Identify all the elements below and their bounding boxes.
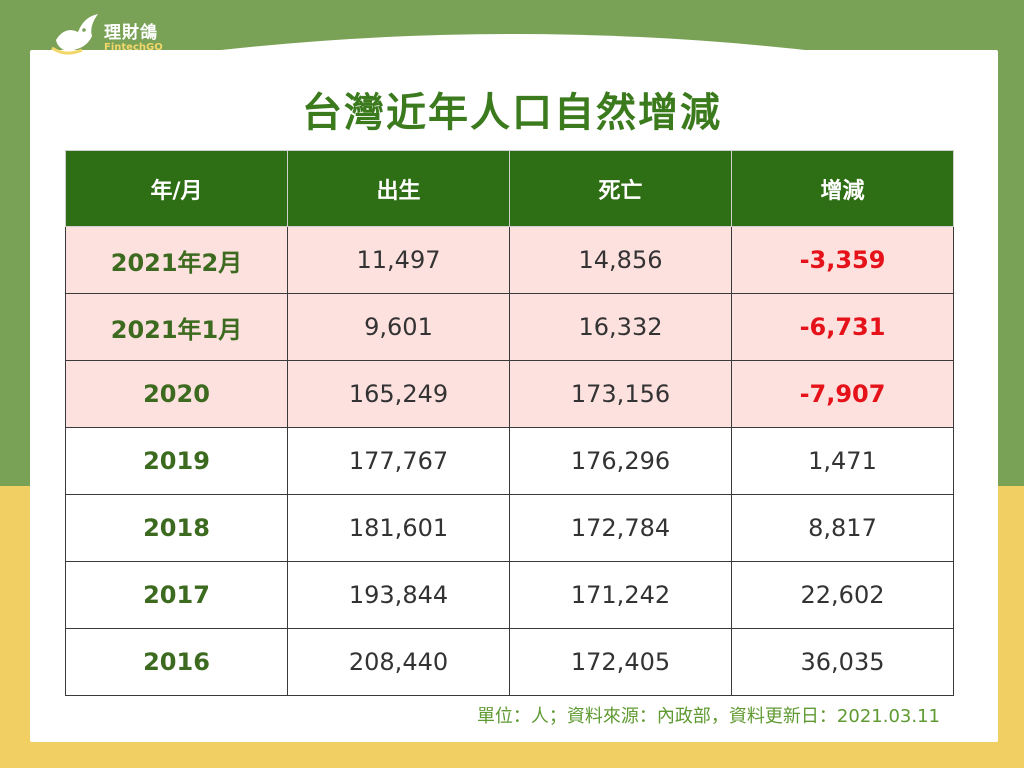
brand-subtitle: FintechGO xyxy=(104,42,163,53)
table-row: 2017 193,844 171,242 22,602 xyxy=(65,561,954,629)
cell-deaths: 16,332 xyxy=(509,293,732,361)
cell-deaths: 173,156 xyxy=(509,360,732,428)
header-births: 出生 xyxy=(287,150,510,227)
cell-change: -6,731 xyxy=(731,293,954,361)
cell-births: 193,844 xyxy=(287,561,510,629)
cell-change: 36,035 xyxy=(731,628,954,696)
population-table: 年/月 出生 死亡 增減 2021年2月 11,497 14,856 -3,359 20… xyxy=(65,150,954,696)
cell-change: 1,471 xyxy=(731,427,954,495)
cell-period: 2021年1月 xyxy=(65,293,288,361)
source-footnote: 單位：人；資料來源：內政部，資料更新日：2021.03.11 xyxy=(476,706,940,727)
cell-births: 177,767 xyxy=(287,427,510,495)
cell-deaths: 172,784 xyxy=(509,494,732,562)
cell-births: 165,249 xyxy=(287,360,510,428)
cell-deaths: 172,405 xyxy=(509,628,732,696)
table-row: 2018 181,601 172,784 8,817 xyxy=(65,494,954,562)
cell-period: 2016 xyxy=(65,628,288,696)
brand-logo: 理財鴿 FintechGO xyxy=(48,10,178,60)
table-row: 2019 177,767 176,296 1,471 xyxy=(65,427,954,495)
cell-births: 9,601 xyxy=(287,293,510,361)
cell-period: 2019 xyxy=(65,427,288,495)
cell-deaths: 171,242 xyxy=(509,561,732,629)
dove-icon xyxy=(51,14,98,55)
cell-change: -7,907 xyxy=(731,360,954,428)
cell-change: 22,602 xyxy=(731,561,954,629)
cell-period: 2017 xyxy=(65,561,288,629)
card-top-arch xyxy=(30,34,998,120)
cell-period: 2018 xyxy=(65,494,288,562)
table-row: 2020 165,249 173,156 -7,907 xyxy=(65,360,954,428)
cell-period: 2021年2月 xyxy=(65,226,288,294)
cell-change: -3,359 xyxy=(731,226,954,294)
cell-deaths: 14,856 xyxy=(509,226,732,294)
table-row: 2016 208,440 172,405 36,035 xyxy=(65,628,954,696)
table-body: 2021年2月 11,497 14,856 -3,359 2021年1月 9,601 16,… xyxy=(65,226,954,696)
table-row: 2021年2月 11,497 14,856 -3,359 xyxy=(65,226,954,294)
table-header-row: 年/月 出生 死亡 增減 xyxy=(65,150,954,227)
table-row: 2021年1月 9,601 16,332 -6,731 xyxy=(65,293,954,361)
cell-deaths: 176,296 xyxy=(509,427,732,495)
cell-births: 208,440 xyxy=(287,628,510,696)
cell-births: 181,601 xyxy=(287,494,510,562)
header-change: 增減 xyxy=(731,150,954,227)
cell-period: 2020 xyxy=(65,360,288,428)
cell-births: 11,497 xyxy=(287,226,510,294)
page-title: 台灣近年人口自然增減 xyxy=(302,90,722,136)
cell-change: 8,817 xyxy=(731,494,954,562)
header-deaths: 死亡 xyxy=(509,150,732,227)
brand-name: 理財鴿 xyxy=(104,23,158,43)
header-period: 年/月 xyxy=(65,150,288,227)
